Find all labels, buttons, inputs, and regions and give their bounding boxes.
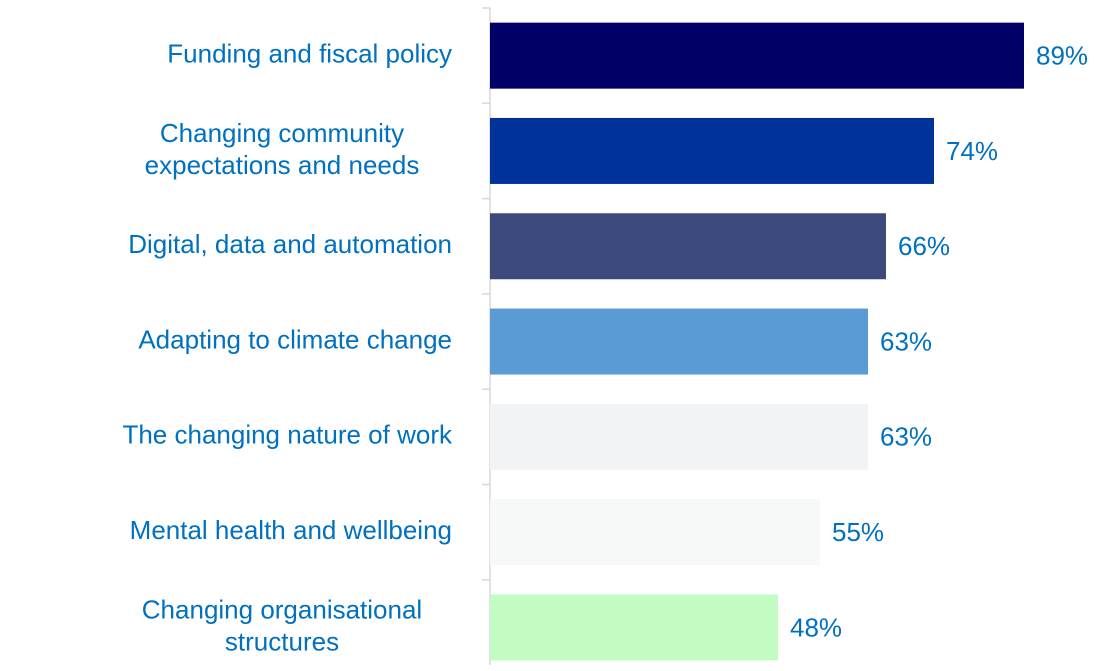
value-label: 89% bbox=[1036, 41, 1088, 71]
category-label: Funding and fiscal policy bbox=[167, 39, 452, 69]
category-label: Adapting to climate change bbox=[138, 324, 452, 354]
bar bbox=[490, 403, 868, 470]
bar bbox=[490, 308, 868, 375]
category-label: Digital, data and automation bbox=[128, 229, 452, 259]
value-label: 74% bbox=[946, 136, 998, 166]
bar bbox=[490, 499, 820, 566]
category-label: The changing nature of work bbox=[122, 420, 453, 450]
category-label: Mental health and wellbeing bbox=[130, 515, 452, 545]
value-label: 55% bbox=[832, 517, 884, 547]
category-label: Changing organisational structures bbox=[142, 594, 422, 656]
bar bbox=[490, 22, 1024, 89]
value-label: 66% bbox=[898, 231, 950, 261]
value-label: 63% bbox=[880, 422, 932, 452]
value-label: 48% bbox=[790, 612, 842, 642]
bar bbox=[490, 213, 886, 280]
bar bbox=[490, 594, 778, 661]
value-label: 63% bbox=[880, 326, 932, 356]
bar bbox=[490, 117, 934, 184]
category-label: Changing community expectations and needs bbox=[145, 118, 420, 180]
